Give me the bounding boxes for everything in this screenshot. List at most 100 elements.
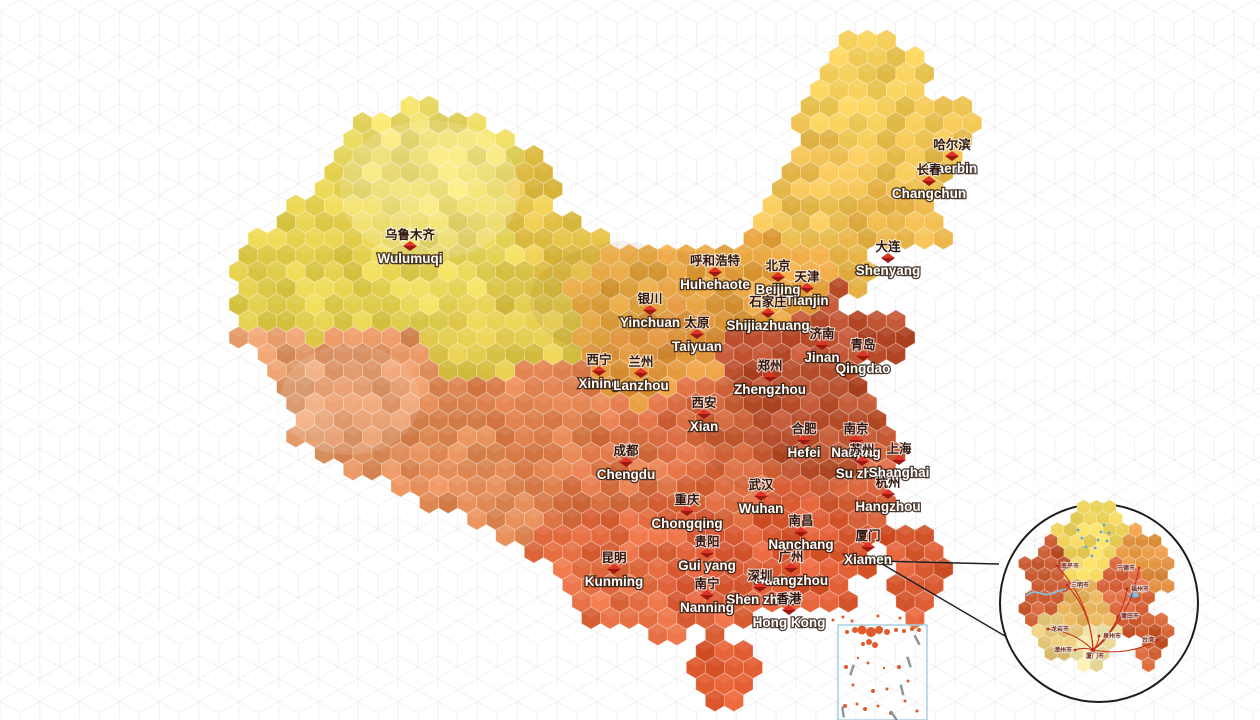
city-marker-huhehaote[interactable]: 呼和浩特 Huhehaote [679,252,752,293]
city-marker-nanjing[interactable]: 南京 Nanjing [830,420,882,461]
hex-tile-top-face [933,128,954,140]
hex-tile [885,342,906,366]
hex-tile-top-face [667,458,687,470]
hex-tile-top-face [343,425,363,437]
city-marker-haerbin[interactable]: 哈尔滨 Haerbin [926,136,979,177]
hex-tile-top-face [676,475,696,486]
hex-tile-top-face [1141,612,1155,620]
hex-tile-top-face [486,145,506,156]
hex-tile-top-face [371,376,391,387]
hex-tile-top-face [362,293,382,305]
island-dot [851,683,855,687]
hex-tile-top-face [895,128,915,140]
city-marker-guangzhou[interactable]: 广州 Guangzhou [753,548,830,589]
city-marker-lanzhou[interactable]: 兰州 Lanzhou [612,353,670,394]
hex-tile-top-face [714,409,734,420]
hex-tile-top-face [1070,578,1084,586]
hex-tile-top-face [410,112,430,123]
city-diamond-icon [892,460,906,465]
hex-tile-top-face [295,409,315,420]
island-dot [898,616,902,620]
hex-tile-top-face [562,376,582,387]
hex-tile-top-face [772,277,792,288]
hex-tile-top-face [571,359,592,371]
city-marker-tianjin[interactable]: 天津 Tianjin [784,268,830,309]
hex-tile-top-face [1128,544,1142,553]
city-marker-qingdao[interactable]: 青岛 Qingdao [834,336,891,377]
hex-tile-top-face [467,211,487,222]
hex-tile-top-face [1037,589,1051,598]
hex-tile-top-face [819,62,839,74]
city-marker-chongqing[interactable]: 重庆 Chongqing [650,491,724,532]
city-marker-nanchang[interactable]: 南昌 Nanchang [767,512,835,553]
city-marker-shenyang[interactable]: 大连 Shenyang [854,238,921,279]
city-marker-wuhan[interactable]: 武汉 Wuhan [737,476,784,517]
hex-tile-top-face [476,227,496,239]
hex-tile-top-face [914,128,934,140]
hex-tile-top-face [448,178,468,189]
hex-tile-top-face [667,425,687,437]
hex-tile-top-face [333,277,353,288]
hex-tile-top-face [752,442,773,453]
city-marker-xian[interactable]: 西安 Xian [688,394,719,435]
hex-tile-top-face [533,194,553,206]
hex-tile-top-face [1050,589,1064,598]
city-marker-hong-kong[interactable]: 香港 Hong Kong [751,590,826,631]
city-marker-yinchuan[interactable]: 银川 Yinchuan [619,290,682,331]
hex-tile-top-face [314,178,334,189]
city-marker-hangzhou[interactable]: 杭州 Hangzhou [854,474,922,515]
hex-tile-top-face [419,128,439,140]
city-marker-gui-yang[interactable]: 贵阳 Gui yang [677,533,737,574]
hex-tile-top-face [829,541,849,552]
city-marker-su-zhou[interactable]: 苏州 Su zhou [834,441,889,482]
city-marker-xiamen[interactable]: 厦门 Xiamen [843,527,894,568]
inset-city-label: 台湾 [1142,636,1154,644]
city-marker-wulumuqi[interactable]: 乌鲁木齐 Wulumuqi [376,226,444,267]
hex-tile-top-face [781,161,801,173]
hex-tile-top-face [591,491,611,503]
hex-tile-top-face [857,392,877,404]
hex-tile-top-face [1044,556,1058,564]
hex-tile-top-face [876,425,896,437]
hex-tile-top-face [581,508,601,519]
city-marker-zhengzhou[interactable]: 郑州 Zhengzhou [733,357,808,398]
city-diamond-icon [754,496,768,501]
city-diamond-icon [763,377,777,382]
city-marker-shen-zhen[interactable]: 深圳 Shen zhen [725,567,795,608]
hex-tile-top-face [467,376,487,387]
city-marker-changchun[interactable]: 长春 Changchun [891,161,968,202]
island-dot [856,656,860,660]
city-marker-xining[interactable]: 西宁 Xining [577,351,621,392]
hex-tile-top-face [390,145,411,156]
hex-tile-top-face [248,326,268,338]
flight-endpoint-dot [1055,564,1059,568]
hex-tile-top-face [229,260,249,272]
city-label-en: Chengdu [597,467,656,482]
city-marker-nanning[interactable]: 南宁 Nanning [679,575,736,616]
city-label-en: Shenyang [856,263,921,278]
hex-tile-top-face [857,161,877,173]
hex-tile-top-face [638,475,658,486]
hex-tile-top-face [648,524,668,536]
city-marker-jinan[interactable]: 济南 Jinan [803,325,841,366]
city-marker-shanghai[interactable]: 上海 Shanghai [867,440,930,481]
hex-tile-top-face [524,244,544,255]
city-marker-taiyuan[interactable]: 太原 Taiyuan [671,314,724,355]
city-marker-chengdu[interactable]: 成都 Chengdu [595,442,656,483]
hex-tile-top-face [1122,623,1136,631]
hex-tile-top-face [495,194,515,206]
hex-tile-top-face [1102,522,1116,530]
hex-tile-top-face [772,244,792,255]
hex-tile-top-face [419,95,439,107]
city-label-en: Qingdao [836,361,891,376]
hex-tile-top-face [1070,533,1084,541]
hex-tile-top-face [362,359,382,371]
city-marker-beijing[interactable]: 北京 Beijing [754,257,802,298]
city-marker-kunming[interactable]: 昆明 Kunming [583,549,644,590]
city-marker-hefei[interactable]: 合肥 Hefei [786,420,822,461]
hex-tile-top-face [724,689,744,701]
hex-tile-top-face [667,293,687,305]
city-marker-shijiazhuang[interactable]: 石家庄 Shijiazhuang [725,293,811,334]
hex-tile-top-face [810,508,830,519]
city-diamond-icon [680,506,694,511]
